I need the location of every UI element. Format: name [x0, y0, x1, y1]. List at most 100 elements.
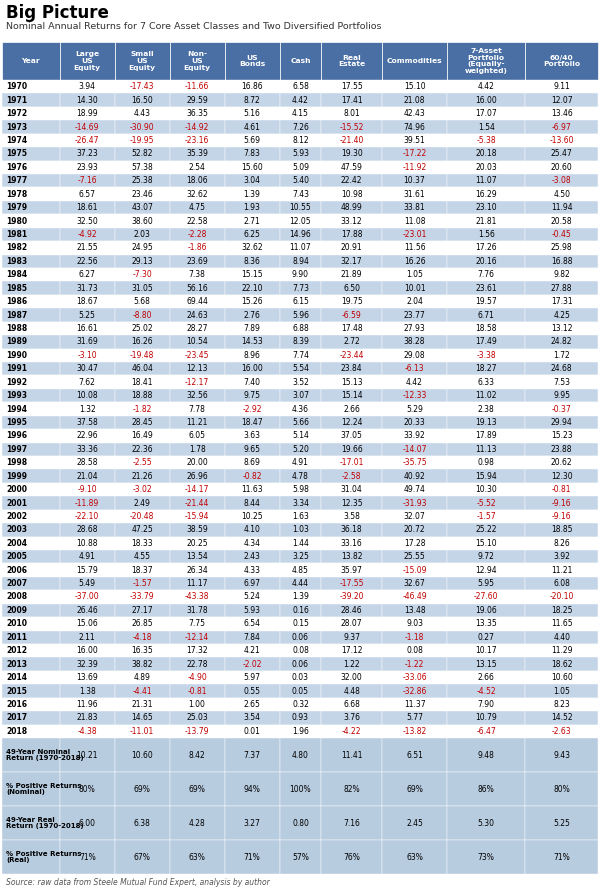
Bar	[2, 161, 60, 174]
Text: 11.65: 11.65	[551, 620, 572, 628]
Text: 48.99: 48.99	[341, 203, 362, 212]
Text: 1.00: 1.00	[188, 700, 206, 709]
Text: 0.98: 0.98	[478, 459, 494, 468]
Text: 6.05: 6.05	[188, 432, 206, 441]
Text: -43.38: -43.38	[185, 593, 209, 602]
Bar	[322, 375, 382, 389]
Text: 10.60: 10.60	[551, 673, 572, 682]
Text: -17.22: -17.22	[403, 149, 427, 158]
Bar	[2, 362, 60, 375]
Bar	[2, 697, 60, 711]
Bar	[224, 617, 280, 630]
Bar	[60, 349, 115, 362]
Bar	[322, 241, 382, 255]
Bar	[280, 684, 322, 697]
Text: 8.72: 8.72	[244, 96, 260, 105]
Bar	[170, 335, 224, 349]
Bar	[115, 590, 170, 603]
Text: -33.06: -33.06	[402, 673, 427, 682]
Text: 7.53: 7.53	[553, 377, 570, 386]
Text: -1.86: -1.86	[187, 243, 207, 252]
Text: -23.01: -23.01	[403, 230, 427, 239]
Text: 26.46: 26.46	[76, 606, 98, 615]
Bar	[322, 228, 382, 241]
Text: 10.17: 10.17	[475, 646, 497, 655]
Bar	[60, 362, 115, 375]
Bar	[447, 42, 526, 80]
Text: -39.20: -39.20	[340, 593, 364, 602]
Bar	[170, 724, 224, 738]
Bar	[115, 617, 170, 630]
Text: 1985: 1985	[6, 283, 27, 292]
Bar	[170, 148, 224, 161]
Bar	[224, 469, 280, 483]
Bar	[447, 840, 526, 874]
Bar	[447, 389, 526, 402]
Text: 82%: 82%	[343, 785, 360, 794]
Text: 10.30: 10.30	[475, 485, 497, 494]
Bar	[526, 670, 598, 684]
Text: 17.89: 17.89	[475, 432, 497, 441]
Text: 12.24: 12.24	[341, 417, 362, 427]
Text: 14.52: 14.52	[551, 713, 572, 722]
Text: 2000: 2000	[6, 485, 27, 494]
Text: 19.13: 19.13	[475, 417, 497, 427]
Bar	[526, 603, 598, 617]
Bar	[224, 772, 280, 806]
Text: 18.33: 18.33	[131, 539, 153, 548]
Bar	[170, 174, 224, 188]
Text: 28.45: 28.45	[131, 417, 153, 427]
Text: 9.72: 9.72	[478, 552, 494, 561]
Bar	[322, 550, 382, 563]
Bar	[280, 148, 322, 161]
Text: -2.58: -2.58	[342, 472, 361, 481]
Bar	[115, 483, 170, 496]
Text: -0.37: -0.37	[552, 404, 572, 414]
Bar	[280, 456, 322, 469]
Bar	[526, 523, 598, 536]
Bar	[447, 536, 526, 550]
Text: 2.11: 2.11	[79, 633, 95, 642]
Bar	[60, 577, 115, 590]
Text: 1970: 1970	[6, 82, 27, 91]
Bar	[115, 711, 170, 724]
Text: -2.92: -2.92	[242, 404, 262, 414]
Bar	[280, 268, 322, 282]
Bar	[2, 429, 60, 443]
Text: 15.60: 15.60	[241, 163, 263, 172]
Text: 13.46: 13.46	[551, 109, 572, 118]
Text: 71%: 71%	[79, 853, 95, 862]
Text: 7.73: 7.73	[292, 283, 309, 292]
Text: 73%: 73%	[478, 853, 494, 862]
Bar	[224, 644, 280, 657]
Bar	[170, 684, 224, 697]
Text: 4.34: 4.34	[244, 539, 260, 548]
Text: 10.98: 10.98	[341, 190, 362, 198]
Text: 25.22: 25.22	[476, 526, 497, 535]
Bar	[280, 483, 322, 496]
Text: -31.93: -31.93	[402, 499, 427, 508]
Text: 8.26: 8.26	[553, 539, 570, 548]
Text: 18.67: 18.67	[76, 297, 98, 306]
Text: 46.04: 46.04	[131, 364, 153, 373]
Text: 42.43: 42.43	[404, 109, 425, 118]
Text: 2.66: 2.66	[343, 404, 360, 414]
Text: 60/40
Portfolio: 60/40 Portfolio	[543, 55, 580, 67]
Text: 13.48: 13.48	[404, 606, 425, 615]
Bar	[382, 429, 447, 443]
Bar	[115, 469, 170, 483]
Text: -4.22: -4.22	[342, 727, 361, 736]
Text: 19.66: 19.66	[341, 445, 362, 454]
Text: 32.62: 32.62	[241, 243, 263, 252]
Text: 15.10: 15.10	[475, 539, 497, 548]
Text: 4.42: 4.42	[406, 377, 423, 386]
Text: 37.05: 37.05	[341, 432, 362, 441]
Bar	[382, 496, 447, 510]
Bar	[60, 711, 115, 724]
Bar	[382, 536, 447, 550]
Text: 5.93: 5.93	[244, 606, 260, 615]
Bar	[224, 724, 280, 738]
Text: 5.96: 5.96	[292, 310, 309, 319]
Bar	[447, 295, 526, 308]
Text: 6.27: 6.27	[79, 270, 95, 279]
